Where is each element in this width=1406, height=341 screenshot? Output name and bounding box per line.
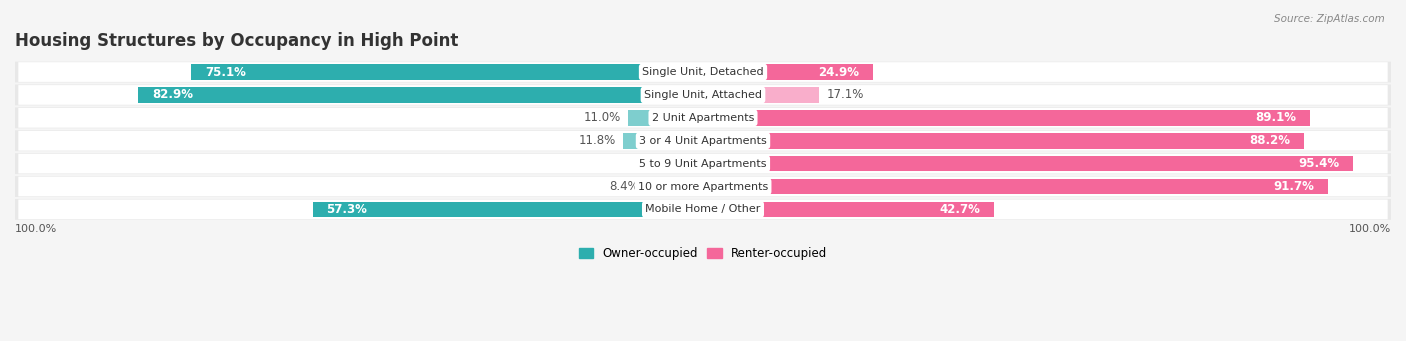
Bar bbox=[645, 179, 703, 194]
FancyBboxPatch shape bbox=[18, 85, 1388, 105]
Bar bbox=[703, 87, 820, 103]
Text: 95.4%: 95.4% bbox=[1298, 157, 1340, 170]
FancyBboxPatch shape bbox=[18, 154, 1388, 174]
FancyBboxPatch shape bbox=[18, 62, 1388, 82]
Text: 75.1%: 75.1% bbox=[205, 65, 246, 78]
Bar bbox=[703, 110, 1310, 125]
FancyBboxPatch shape bbox=[15, 62, 1391, 83]
Text: 4.6%: 4.6% bbox=[636, 157, 665, 170]
Bar bbox=[628, 110, 703, 125]
Text: 8.4%: 8.4% bbox=[609, 180, 638, 193]
Text: 10 or more Apartments: 10 or more Apartments bbox=[638, 181, 768, 192]
Text: 3 or 4 Unit Apartments: 3 or 4 Unit Apartments bbox=[640, 136, 766, 146]
Text: 5 to 9 Unit Apartments: 5 to 9 Unit Apartments bbox=[640, 159, 766, 168]
Bar bbox=[191, 64, 703, 80]
Text: Source: ZipAtlas.com: Source: ZipAtlas.com bbox=[1274, 14, 1385, 24]
Text: 88.2%: 88.2% bbox=[1249, 134, 1291, 147]
Text: 42.7%: 42.7% bbox=[939, 203, 980, 216]
FancyBboxPatch shape bbox=[18, 177, 1388, 196]
Bar bbox=[138, 87, 703, 103]
Text: 2 Unit Apartments: 2 Unit Apartments bbox=[652, 113, 754, 123]
Text: 91.7%: 91.7% bbox=[1274, 180, 1315, 193]
Text: Single Unit, Attached: Single Unit, Attached bbox=[644, 90, 762, 100]
Text: 17.1%: 17.1% bbox=[827, 88, 863, 101]
Text: Single Unit, Detached: Single Unit, Detached bbox=[643, 67, 763, 77]
FancyBboxPatch shape bbox=[15, 107, 1391, 128]
Bar bbox=[672, 156, 703, 172]
FancyBboxPatch shape bbox=[18, 131, 1388, 151]
Text: 100.0%: 100.0% bbox=[15, 224, 58, 234]
Text: Housing Structures by Occupancy in High Point: Housing Structures by Occupancy in High … bbox=[15, 32, 458, 50]
Text: 57.3%: 57.3% bbox=[326, 203, 367, 216]
FancyBboxPatch shape bbox=[18, 199, 1388, 219]
Text: 11.8%: 11.8% bbox=[578, 134, 616, 147]
Bar bbox=[312, 202, 703, 217]
Text: 24.9%: 24.9% bbox=[818, 65, 859, 78]
Bar bbox=[703, 179, 1327, 194]
Text: 89.1%: 89.1% bbox=[1256, 111, 1296, 124]
FancyBboxPatch shape bbox=[15, 85, 1391, 105]
Text: Mobile Home / Other: Mobile Home / Other bbox=[645, 204, 761, 214]
FancyBboxPatch shape bbox=[18, 108, 1388, 128]
Bar bbox=[703, 156, 1353, 172]
FancyBboxPatch shape bbox=[15, 176, 1391, 197]
Text: 11.0%: 11.0% bbox=[583, 111, 621, 124]
Bar bbox=[703, 64, 873, 80]
Text: 82.9%: 82.9% bbox=[152, 88, 193, 101]
Bar bbox=[623, 133, 703, 149]
FancyBboxPatch shape bbox=[15, 153, 1391, 174]
Text: 100.0%: 100.0% bbox=[1348, 224, 1391, 234]
Legend: Owner-occupied, Renter-occupied: Owner-occupied, Renter-occupied bbox=[574, 243, 832, 265]
FancyBboxPatch shape bbox=[15, 199, 1391, 220]
Bar bbox=[703, 133, 1303, 149]
FancyBboxPatch shape bbox=[15, 130, 1391, 151]
Bar bbox=[703, 202, 994, 217]
